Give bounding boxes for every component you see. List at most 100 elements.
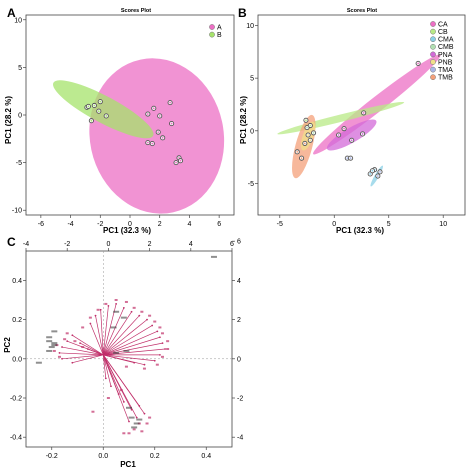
- c-loading-vector: [79, 342, 104, 356]
- c-top-tick-label: 2: [148, 241, 152, 248]
- a-y-tick-label: 5: [18, 65, 22, 72]
- c-loading-vector: [103, 354, 135, 364]
- b-point-core: [371, 169, 374, 172]
- a-point-core: [90, 119, 93, 122]
- c-vector-tip: [146, 318, 148, 321]
- c-loading-vector: [100, 309, 104, 355]
- b-legend-label-cma: CMA: [438, 37, 454, 44]
- c-vector-tip: [128, 420, 130, 423]
- c-sample-label: [136, 418, 143, 421]
- panel-c-frame: [25, 250, 233, 448]
- b-point-core: [376, 175, 379, 177]
- c-sample-label: [120, 316, 127, 319]
- c-vector-tip: [117, 393, 120, 395]
- b-legend-marker-tmb: [430, 74, 436, 81]
- c-right-tick-label: 0: [237, 356, 241, 363]
- panel-b-y-ticks: -5 0 5 10: [246, 23, 258, 188]
- c-right-tick-label: 4: [237, 278, 241, 285]
- panel-b-x-ticks: -5 0 5 10: [277, 215, 447, 228]
- c-sample-label: [48, 346, 55, 349]
- a-point-core: [152, 107, 155, 110]
- a-x-tick-label: 0: [128, 221, 132, 228]
- b-legend-marker-pnb: [430, 59, 436, 65]
- c-vector-tip: [130, 310, 133, 313]
- panel-b-title: Scores Plot: [347, 8, 377, 14]
- panel-a-y-ticks: -10 -5 0 5 10: [12, 17, 26, 215]
- c-variable-label: [166, 340, 170, 343]
- c-vector-tip: [151, 324, 154, 327]
- c-sample-label: [128, 416, 135, 419]
- a-point-core: [93, 104, 96, 107]
- a-point-core: [87, 105, 90, 108]
- b-x-tick-label: 0: [332, 221, 336, 228]
- panel-b-x-label: PC1 (32.3 %): [336, 226, 384, 235]
- b-legend-label-cmb: CMB: [438, 44, 454, 51]
- c-variable-label: [132, 428, 136, 431]
- c-vector-tip: [138, 314, 141, 317]
- c-variable-label: [124, 365, 128, 368]
- c-loading-vector: [102, 311, 132, 356]
- c-loading-vector: [103, 336, 161, 356]
- c-top-tick-label: -4: [23, 241, 29, 248]
- c-loading-vector: [102, 354, 120, 395]
- b-point-core: [303, 142, 306, 145]
- b-point-core: [312, 131, 315, 134]
- c-vector-tip: [61, 346, 63, 348]
- c-right-tick-label: -2: [237, 396, 243, 403]
- c-variable-label: [114, 299, 118, 301]
- c-loading-vector: [102, 315, 140, 356]
- c-vector-tip: [130, 408, 133, 411]
- c-vector-tip: [58, 352, 61, 354]
- c-top-tick-label: 0: [106, 241, 110, 248]
- c-sample-label: [46, 340, 53, 343]
- c-sample-label: [123, 349, 130, 352]
- a-x-tick-label: -6: [38, 221, 44, 228]
- c-vector-tip: [159, 353, 161, 356]
- c-loading-vector: [103, 354, 155, 362]
- c-vector-tip: [89, 322, 92, 325]
- panel-b-points: [294, 60, 421, 179]
- c-loading-vector: [59, 352, 104, 356]
- c-variable-label: [81, 326, 85, 329]
- c-variable-label: [88, 316, 92, 319]
- c-loading-vector: [90, 323, 104, 356]
- b-legend-label-tmb: TMB: [438, 75, 453, 82]
- c-sample-label: [113, 310, 120, 313]
- c-vector-tip: [99, 308, 102, 311]
- c-variable-label: [52, 349, 56, 352]
- panel-a-x-ticks: -6 -4 -2 0 2 4 6: [38, 215, 221, 228]
- panel-b-ellipses: [277, 54, 441, 187]
- b-point-core: [337, 134, 340, 136]
- c-variable-label: [73, 340, 77, 343]
- b-legend-marker-tma: [430, 66, 436, 73]
- c-vector-tip: [159, 336, 161, 339]
- c-variable-label: [166, 348, 170, 350]
- c-variable-label: [57, 355, 61, 358]
- b-point-core: [349, 157, 352, 160]
- c-variable-label: [122, 432, 126, 435]
- c-variable-label: [148, 416, 152, 419]
- c-vector-tip: [135, 416, 138, 419]
- c-x-tick-label: 0.2: [150, 453, 160, 460]
- b-legend-label-ca: CA: [438, 21, 448, 28]
- c-y-tick-label: 0.4: [12, 278, 22, 285]
- panel-c-x-ticks: -0.2 0.0 0.2 0.4: [46, 447, 211, 460]
- c-y-tick-label: 0.2: [12, 317, 22, 324]
- c-vector-tip: [104, 377, 107, 380]
- c-variable-label: [124, 300, 128, 303]
- c-variable-label: [127, 432, 131, 435]
- panel-b-frame: [257, 14, 466, 216]
- b-legend-label-pnb: PNB: [438, 59, 453, 66]
- c-vector-tip: [122, 401, 125, 403]
- c-sample-label: [126, 406, 132, 409]
- b-point-core: [361, 133, 364, 135]
- c-sample-label: [113, 351, 120, 354]
- a-point-core: [151, 142, 154, 145]
- b-legend-label-tma: TMA: [438, 67, 453, 74]
- c-loading-vector: [102, 307, 125, 356]
- b-y-tick-label: 5: [250, 76, 254, 83]
- panel-a-title: Scores Plot: [121, 8, 151, 14]
- panel-c: C -0.2 0.0 0.2 0.4 -0.4 -0.2 0.0 0.2 0.4 -4 -2 0 2…: [3, 235, 243, 469]
- panel-b-letter: B: [238, 6, 247, 20]
